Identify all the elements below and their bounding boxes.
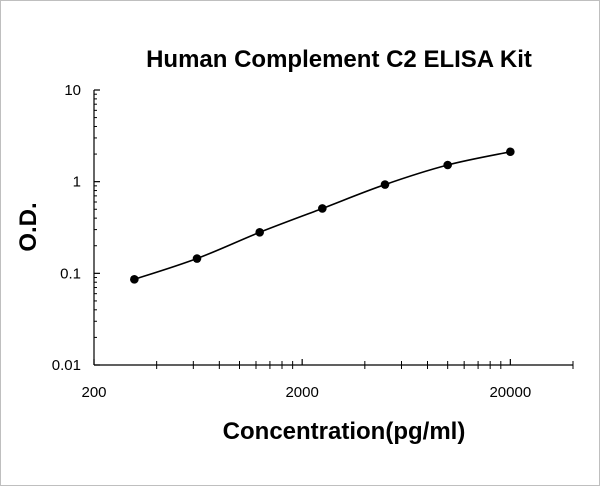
x-tick-label: 200 (81, 384, 106, 401)
y-tick-label: 0.01 (52, 357, 81, 374)
y-tick-label: 1 (73, 174, 81, 191)
y-axis-label: O.D. (15, 202, 42, 251)
data-point-4 (380, 180, 390, 189)
data-point-1 (192, 254, 202, 263)
axes (93, 90, 573, 366)
data-point-2 (255, 228, 264, 237)
x-tick-label: 20000 (489, 384, 531, 401)
x-axis-label: Concentration(pg/ml) (223, 418, 466, 445)
x-tick-label: 2000 (285, 384, 318, 401)
data-point-0 (130, 275, 139, 284)
y-tick-label: 0.1 (60, 265, 81, 282)
data-point-5 (443, 160, 452, 170)
y-tick-label: 10 (64, 82, 81, 99)
chart-title: Human Complement C2 ELISA Kit (146, 46, 532, 73)
data-point-3 (318, 204, 327, 213)
series-layer (130, 147, 515, 284)
axis-ticks (93, 89, 574, 369)
series-curve-0 (134, 151, 511, 281)
data-point-6 (506, 147, 515, 157)
